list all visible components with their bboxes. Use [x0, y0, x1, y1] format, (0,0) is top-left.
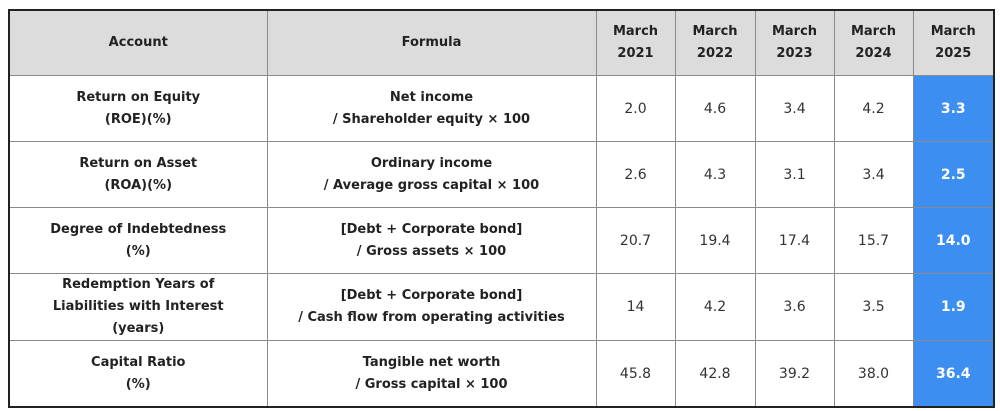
- formula-cell: [Debt + Corporate bond] / Gross assets × …: [266, 207, 597, 274]
- value-cell: 3.5: [833, 273, 914, 341]
- highlighted-value-cell: 36.4: [912, 340, 995, 408]
- value-cell: 4.6: [674, 75, 756, 142]
- account-cell: Redemption Years of Liabilities with Inte…: [8, 273, 268, 341]
- highlighted-value-cell: 1.9: [912, 273, 995, 341]
- table-row: Return on Asset (ROA)(%) Ordinary income /…: [8, 141, 995, 208]
- header-row: Account Formula March 2021 March 2022 Marc…: [8, 9, 995, 76]
- financial-indicators-table-wrapper: Account Formula March 2021 March 2022 Marc…: [8, 9, 995, 408]
- value-cell: 45.8: [595, 340, 676, 408]
- account-cell: Capital Ratio (%): [8, 340, 268, 408]
- value-cell: 3.4: [833, 141, 914, 208]
- formula-cell: Tangible net worth / Gross capital × 100: [266, 340, 597, 408]
- table-row: Degree of Indebtedness (%) [Debt + Corpor…: [8, 207, 995, 274]
- header-year-2021: March 2021: [595, 9, 676, 76]
- account-cell: Degree of Indebtedness (%): [8, 207, 268, 274]
- formula-cell: [Debt + Corporate bond] / Cash flow from …: [266, 273, 597, 341]
- value-cell: 3.4: [754, 75, 835, 142]
- value-cell: 38.0: [833, 340, 914, 408]
- header-year-2024: March 2024: [833, 9, 914, 76]
- highlighted-value-cell: 14.0: [912, 207, 995, 274]
- header-year-2022: March 2022: [674, 9, 756, 76]
- table-row: Redemption Years of Liabilities with Inte…: [8, 273, 995, 341]
- value-cell: 4.3: [674, 141, 756, 208]
- account-cell: Return on Asset (ROA)(%): [8, 141, 268, 208]
- value-cell: 14: [595, 273, 676, 341]
- table-row: Return on Equity (ROE)(%) Net income / Sha…: [8, 75, 995, 142]
- value-cell: 3.1: [754, 141, 835, 208]
- value-cell: 2.6: [595, 141, 676, 208]
- value-cell: 20.7: [595, 207, 676, 274]
- value-cell: 2.0: [595, 75, 676, 142]
- highlighted-value-cell: 3.3: [912, 75, 995, 142]
- formula-cell: Net income / Shareholder equity × 100: [266, 75, 597, 142]
- account-cell: Return on Equity (ROE)(%): [8, 75, 268, 142]
- value-cell: 4.2: [674, 273, 756, 341]
- financial-indicators-table: Account Formula March 2021 March 2022 Marc…: [8, 9, 995, 408]
- value-cell: 15.7: [833, 207, 914, 274]
- value-cell: 39.2: [754, 340, 835, 408]
- header-year-2023: March 2023: [754, 9, 835, 76]
- value-cell: 19.4: [674, 207, 756, 274]
- value-cell: 4.2: [833, 75, 914, 142]
- header-account: Account: [8, 9, 268, 76]
- value-cell: 17.4: [754, 207, 835, 274]
- table-row: Capital Ratio (%) Tangible net worth / Gro…: [8, 340, 995, 408]
- header-year-2025: March 2025: [912, 9, 995, 76]
- formula-cell: Ordinary income / Average gross capital ×…: [266, 141, 597, 208]
- header-formula: Formula: [266, 9, 597, 76]
- value-cell: 42.8: [674, 340, 756, 408]
- value-cell: 3.6: [754, 273, 835, 341]
- highlighted-value-cell: 2.5: [912, 141, 995, 208]
